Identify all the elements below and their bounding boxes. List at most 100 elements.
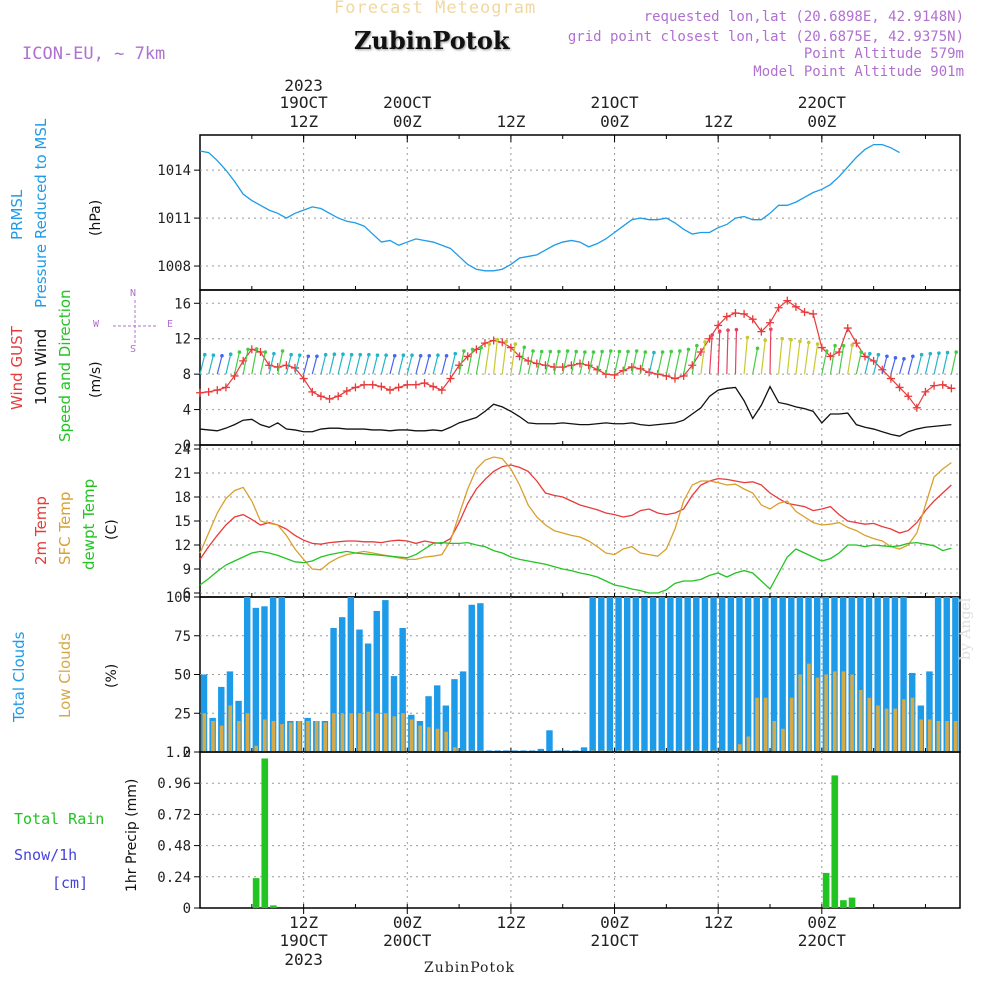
wind-gust-point xyxy=(774,303,783,312)
wind-arrow xyxy=(259,351,266,375)
wind-arrow xyxy=(881,356,888,375)
low-cloud-bar xyxy=(314,721,319,752)
wind-gust-point xyxy=(481,339,489,348)
rain-bar xyxy=(831,775,839,908)
precipitation-ytick-label: 0.24 xyxy=(157,870,191,886)
wind-arrow xyxy=(933,353,940,375)
t2m-line xyxy=(199,464,952,560)
low-cloud-bar xyxy=(271,721,276,752)
total-cloud-bar xyxy=(632,597,640,752)
low-cloud-bar xyxy=(617,750,621,752)
wind-arrow xyxy=(803,342,810,375)
wind-gust-point xyxy=(947,384,956,393)
closest-location: grid point closest lon,lat (20.6875E, 42… xyxy=(567,29,964,45)
precipitation-frame xyxy=(199,751,961,909)
wind-arrow-head xyxy=(418,353,423,358)
low-cloud-bar xyxy=(375,713,379,752)
wind-arrow-head xyxy=(410,353,414,358)
total-cloud-bar xyxy=(330,628,337,752)
total-cloud-bar xyxy=(528,750,536,752)
wind-arrow xyxy=(432,355,439,375)
wind-arrow-head xyxy=(289,352,293,357)
wind-arrow xyxy=(674,350,681,375)
low-cloud-bar xyxy=(409,719,414,752)
total-cloud-bar xyxy=(356,629,363,752)
rain-bar xyxy=(822,872,830,908)
temperature-ytick-label: 21 xyxy=(174,466,191,482)
total-cloud-bar xyxy=(589,597,596,752)
bottom-axis-hour: 00Z xyxy=(807,913,836,932)
wind-arrow-head xyxy=(531,349,535,353)
total-cloud-bar xyxy=(900,597,907,752)
low-cloud-bar xyxy=(815,677,820,752)
total-cloud-bar xyxy=(442,705,450,752)
low-cloud-bar xyxy=(694,750,699,752)
low-cloud-bar xyxy=(202,713,207,752)
wind-gust-point xyxy=(256,348,265,356)
bottom-axis-hour: 12Z xyxy=(704,913,733,932)
wind-arrow-head xyxy=(548,349,553,354)
low-cloud-bar xyxy=(642,750,647,752)
wind-arrow xyxy=(847,345,853,375)
wind-arrow-head xyxy=(634,349,639,353)
total-cloud-bar xyxy=(813,597,821,752)
wind-gust-point xyxy=(895,383,904,392)
wind-gust-point xyxy=(368,380,377,389)
wind-label: 10m Wind xyxy=(32,328,50,405)
pressure-ytick-label: 1014 xyxy=(157,163,191,179)
wind-ytick-label: 0 xyxy=(183,438,191,454)
wind-arrow xyxy=(760,340,766,375)
wind-gust-point xyxy=(221,383,230,392)
wind-gust-point xyxy=(550,363,559,372)
low-cloud-bar xyxy=(427,727,431,752)
total-cloud-bar xyxy=(658,597,665,752)
wind-arrow-head xyxy=(626,349,630,354)
wind-arrow xyxy=(691,345,698,375)
wind-arrow-head xyxy=(911,354,915,359)
wind-arrow xyxy=(622,351,629,375)
low-cloud-bar xyxy=(729,750,733,752)
low-cloud-bar xyxy=(228,705,233,752)
wind-arrow xyxy=(907,356,914,375)
wind-gust-point xyxy=(886,374,895,383)
wind-gust-point xyxy=(584,361,593,370)
wind-gust-point xyxy=(429,382,438,391)
wind-arrow xyxy=(449,353,456,375)
wind-gust-point xyxy=(861,352,869,361)
total-cloud-bar xyxy=(563,750,570,752)
low-cloud-bar xyxy=(927,719,932,752)
total-cloud-bar xyxy=(770,597,778,752)
wind-gust-point xyxy=(921,387,930,396)
total-cloud-bar xyxy=(364,643,372,752)
clouds-ytick-label: 75 xyxy=(174,629,191,645)
total-cloud-bar xyxy=(675,597,683,752)
wind-arrow xyxy=(950,351,957,375)
wind-arrow-head xyxy=(323,352,328,357)
low-cloud-bar xyxy=(867,697,872,752)
wind-arrow xyxy=(363,354,370,375)
low-cloud-bar xyxy=(850,674,854,752)
rain-bar xyxy=(840,900,847,908)
wind-arrow-head xyxy=(876,352,881,357)
wind-arrow-head xyxy=(392,353,397,358)
wind-arrow-head xyxy=(427,353,432,358)
compass-w: W xyxy=(93,319,100,330)
wind-arrow xyxy=(328,354,335,375)
wind-arrow-head xyxy=(470,347,475,352)
wind-arrow xyxy=(734,329,738,375)
total-cloud-bar xyxy=(891,597,899,752)
low-cloud-bar xyxy=(668,750,673,752)
rain-bar xyxy=(270,905,277,908)
wind-arrow xyxy=(743,337,748,375)
wind-arrow xyxy=(605,350,612,375)
temp-unit: (C) xyxy=(104,519,120,540)
wind-gust-label: Wind GUST xyxy=(8,326,26,410)
low-cloud-bar xyxy=(357,713,362,752)
low-cloud-bar xyxy=(332,713,336,752)
wind-gust-point xyxy=(308,387,317,396)
wind-arrow xyxy=(708,334,713,375)
bottom-axis-date: 21OCT xyxy=(590,931,639,950)
low-cloud-bar xyxy=(884,708,889,752)
wind-arrow-head xyxy=(937,351,941,355)
